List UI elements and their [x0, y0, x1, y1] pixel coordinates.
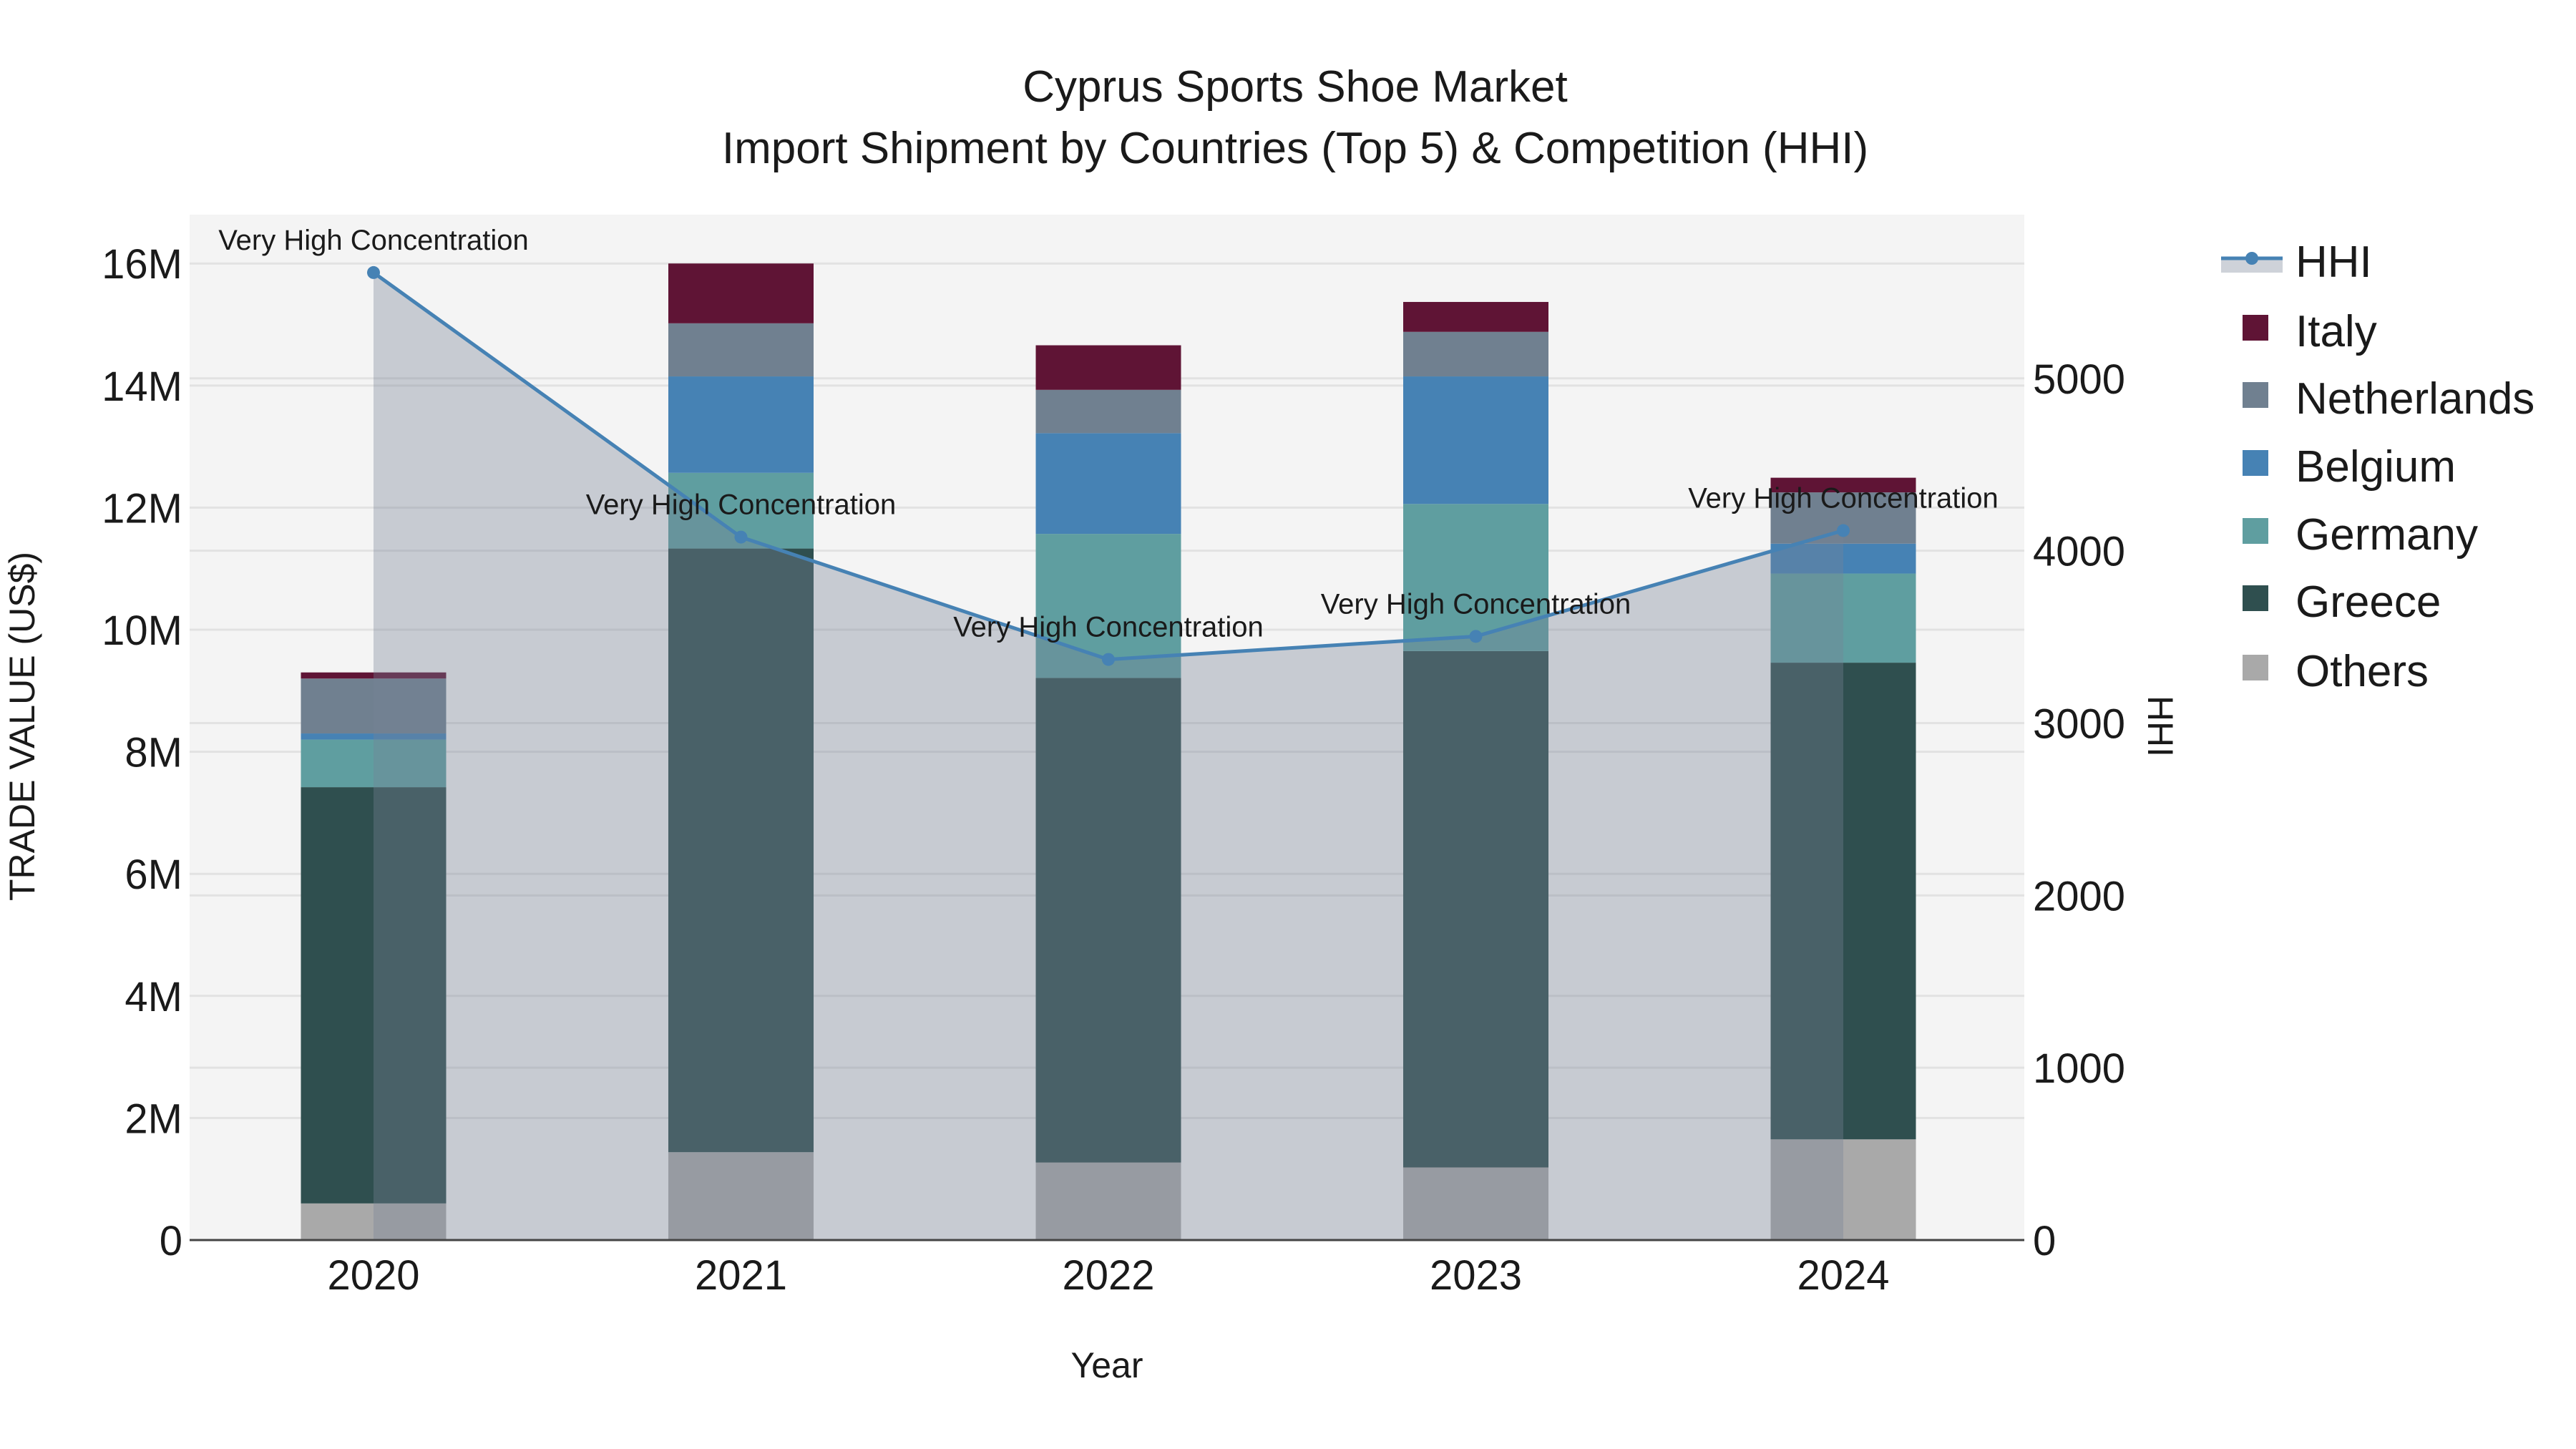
bar-germany-2020 — [301, 739, 447, 788]
hhi-annotation: Very High Concentration — [218, 225, 529, 256]
bar-germany-2023 — [1403, 504, 1548, 651]
hhi-point-2020 — [367, 265, 380, 279]
x-tick-label: 2022 — [1062, 1252, 1154, 1299]
y-tick-label: 16M — [102, 241, 182, 288]
bar-germany-2024 — [1770, 573, 1916, 663]
bar-italy-2020 — [301, 672, 447, 679]
legend-label-hhi: HHI — [2296, 238, 2372, 287]
y2-tick-label: 3000 — [2033, 701, 2125, 747]
legend-label-netherlands: Netherlands — [2296, 374, 2534, 424]
y2-tick-label: 0 — [2033, 1218, 2056, 1264]
bar-italy-2023 — [1403, 301, 1548, 332]
bar-netherlands-2020 — [301, 678, 447, 734]
y2-tick-label: 1000 — [2033, 1045, 2125, 1092]
legend-label-italy: Italy — [2296, 307, 2377, 356]
y2-tick-label: 4000 — [2033, 529, 2125, 575]
hhi-point-2024 — [1837, 524, 1850, 537]
bar-netherlands-2022 — [1035, 389, 1181, 434]
x-tick-label: 2024 — [1797, 1252, 1889, 1299]
bar-greece-2023 — [1403, 650, 1548, 1168]
bar-others-2021 — [668, 1152, 814, 1240]
x-axis-title: Year — [1070, 1345, 1143, 1385]
legend-label-greece: Greece — [2296, 577, 2441, 627]
legend-label-belgium: Belgium — [2296, 442, 2456, 492]
bar-greece-2024 — [1770, 663, 1916, 1140]
bar-others-2024 — [1770, 1139, 1916, 1240]
legend-label-germany: Germany — [2296, 510, 2478, 560]
y-tick-label: 4M — [125, 974, 182, 1020]
bar-belgium-2020 — [301, 733, 447, 740]
hhi-point-2023 — [1469, 630, 1483, 643]
x-tick-label: 2021 — [695, 1252, 787, 1299]
legend-label-others: Others — [2296, 647, 2429, 696]
bar-netherlands-2023 — [1403, 331, 1548, 377]
bar-others-2020 — [301, 1203, 447, 1240]
bar-others-2022 — [1035, 1162, 1181, 1240]
hhi-annotation: Very High Concentration — [1688, 482, 1999, 514]
y-tick-label: 0 — [160, 1218, 182, 1264]
x-tick-label: 2023 — [1430, 1252, 1522, 1299]
hhi-annotation: Very High Concentration — [953, 612, 1264, 643]
legend-swatch-hhi-area — [2221, 258, 2283, 273]
bar-italy-2021 — [668, 263, 814, 323]
legend-swatch-belgium — [2243, 450, 2268, 476]
legend-swatch-greece — [2243, 585, 2268, 611]
y-tick-label: 8M — [125, 730, 182, 776]
hhi-annotation: Very High Concentration — [1321, 588, 1631, 620]
chart-subtitle: Import Shipment by Countries (Top 5) & C… — [722, 124, 1868, 173]
hhi-area — [374, 272, 1843, 1240]
y2-axis-title: HHI — [2140, 696, 2180, 757]
y-tick-label: 10M — [102, 608, 182, 654]
y2-tick-label: 5000 — [2033, 356, 2125, 403]
bar-others-2023 — [1403, 1167, 1548, 1240]
bar-greece-2021 — [668, 548, 814, 1153]
legend-swatch-germany — [2243, 518, 2268, 544]
y-tick-label: 6M — [125, 852, 182, 898]
bar-belgium-2022 — [1035, 433, 1181, 535]
bar-belgium-2024 — [1770, 543, 1916, 574]
x-tick-label: 2020 — [327, 1252, 419, 1299]
legend-swatch-netherlands — [2243, 382, 2268, 408]
chart-title: Cyprus Sports Shoe Market — [1023, 62, 1568, 112]
legend-swatch-italy — [2243, 315, 2268, 341]
legend-swatch-others — [2243, 655, 2268, 680]
hhi-point-2021 — [734, 530, 748, 544]
bar-belgium-2023 — [1403, 376, 1548, 504]
y-axis-title: TRADE VALUE (US$) — [2, 552, 42, 901]
y-tick-label: 14M — [102, 364, 182, 410]
bar-italy-2022 — [1035, 345, 1181, 390]
bar-italy-2024 — [1770, 477, 1916, 493]
legend-swatch-hhi-marker — [2245, 252, 2258, 265]
y2-tick-label: 2000 — [2033, 873, 2125, 919]
y-tick-label: 12M — [102, 485, 182, 532]
y-tick-label: 2M — [125, 1096, 182, 1142]
bar-netherlands-2021 — [668, 323, 814, 377]
bar-greece-2022 — [1035, 678, 1181, 1163]
legend: HHI Italy Netherlands Belgium Germany Greece O… — [2221, 238, 2534, 696]
bar-belgium-2021 — [668, 376, 814, 473]
bar-greece-2020 — [301, 787, 447, 1204]
hhi-point-2022 — [1102, 653, 1115, 666]
hhi-annotation: Very High Concentration — [586, 489, 897, 521]
